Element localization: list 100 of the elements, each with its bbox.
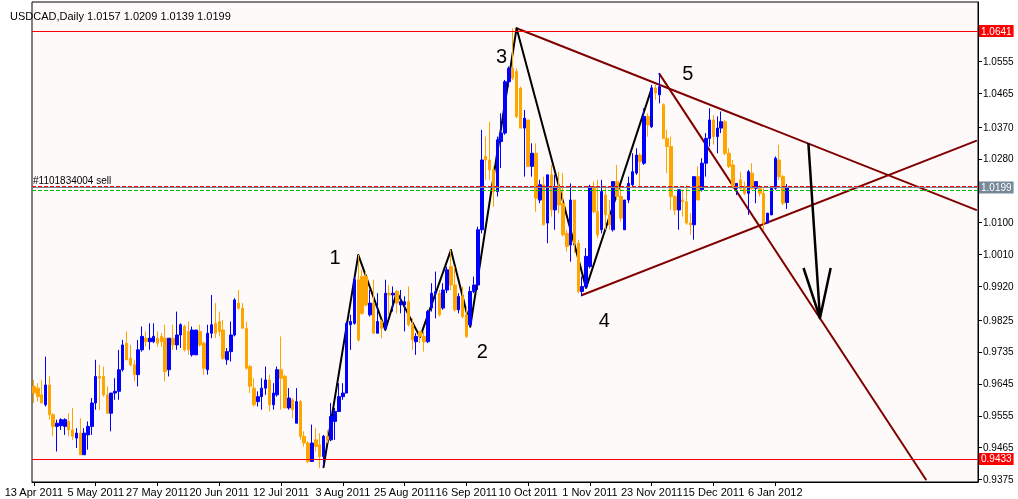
candlestick [44, 356, 47, 408]
candlestick [357, 254, 360, 343]
candlestick [55, 419, 59, 453]
candlestick [214, 302, 217, 339]
candlestick [434, 271, 437, 319]
line-series [322, 27, 653, 469]
candlestick [148, 322, 152, 351]
candlestick [187, 321, 190, 356]
y-tick-label: 0.9465 [983, 442, 1015, 454]
candlestick [183, 324, 186, 353]
candlestick [438, 289, 441, 318]
candlestick [329, 402, 333, 442]
candlestick [526, 119, 530, 167]
x-tick-label: 13 Apr 2011 [4, 485, 64, 498]
candlestick [553, 174, 557, 231]
candlestick [322, 434, 325, 467]
x-tick-label: 1 Nov 2011 [562, 485, 618, 498]
candlestick [175, 311, 179, 351]
candlestick [71, 407, 74, 441]
candlestick [638, 152, 642, 189]
annotation: 4 [598, 309, 610, 331]
y-tick-label: 0.9375 [983, 474, 1015, 486]
x-tick-label: 15 Dec 2011 [682, 485, 745, 498]
candlestick [611, 181, 615, 233]
x-tick-label: 27 May 2011 [126, 485, 189, 498]
candlestick [190, 325, 194, 358]
candlestick [523, 109, 526, 178]
annotation: 3 [496, 45, 508, 67]
x-tick-label: 5 May 2011 [67, 485, 125, 498]
ref-line-label: 0.9433 [981, 453, 1013, 465]
y-tick-label: 0.9645 [983, 378, 1015, 390]
candlestick [747, 169, 750, 216]
x-tick-label: 6 Jan 2012 [748, 485, 803, 498]
candlestick [596, 179, 599, 239]
y-tick-label: 0.9555 [983, 410, 1015, 422]
candlestick [36, 382, 40, 403]
x-tick-label: 25 Aug 2011 [374, 485, 436, 498]
candlestick [287, 387, 291, 411]
candlestick [376, 292, 379, 334]
ref-line-label: 1.0199 [981, 182, 1013, 194]
y-tick-label: 1.0465 [983, 87, 1015, 99]
y-tick-label: 0.9920 [983, 280, 1015, 292]
candlestick [600, 179, 603, 234]
candlestick [167, 337, 171, 377]
annotation: 5 [682, 62, 694, 84]
candlestick [268, 374, 271, 413]
x-tick-label: 3 Aug 2011 [315, 485, 371, 498]
candlestick [546, 174, 549, 244]
x-tick-label: 10 Oct 2011 [498, 485, 558, 498]
candlestick [712, 114, 715, 146]
y-tick-label: 0.9825 [983, 314, 1015, 326]
ref-line-label: #1101834004 sell [33, 174, 112, 186]
candlestick [395, 289, 399, 314]
candlestick [75, 427, 78, 449]
candlestick [194, 329, 198, 356]
candlestick [63, 417, 67, 436]
candlestick [550, 164, 553, 218]
candlestick [380, 319, 383, 339]
candlestick [40, 379, 43, 404]
candlestick [658, 72, 661, 104]
candlestick [295, 387, 298, 424]
candlestick [785, 183, 789, 210]
candlestick [372, 279, 375, 334]
y-tick-label: 1.0370 [983, 121, 1015, 133]
candlestick [326, 429, 329, 444]
candlestick [368, 289, 372, 318]
candlestick [604, 186, 607, 231]
candlestick [79, 417, 82, 456]
candlestick [646, 112, 650, 138]
candlestick [98, 364, 101, 411]
y-tick-label: 1.0555 [983, 56, 1015, 68]
candlestick [650, 84, 653, 129]
y-tick-label: 0.9735 [983, 346, 1015, 358]
candlestick [692, 176, 696, 241]
candlestick [530, 142, 534, 178]
candlestick [144, 330, 148, 348]
y-tick-label: 1.0010 [983, 249, 1015, 261]
y-tick-label: 1.0100 [983, 217, 1015, 229]
candlestick [32, 379, 36, 404]
candlestick [391, 285, 395, 313]
candlestick [414, 332, 418, 356]
candlestick [457, 292, 460, 314]
candlestick [387, 284, 391, 316]
candlestick [163, 324, 167, 382]
ref-line-label: 1.0641 [981, 25, 1013, 37]
candlestick [422, 330, 426, 353]
candlestick [279, 335, 283, 411]
candlestick [716, 115, 719, 154]
candlestick [677, 189, 681, 231]
annotation: 1 [329, 246, 341, 268]
candlestick [156, 330, 159, 348]
x-tick-label: 20 Jun 2011 [189, 485, 250, 498]
candlestick [310, 424, 314, 462]
candlestick [762, 187, 765, 231]
candlestick [534, 142, 538, 213]
x-tick-label: 23 Nov 2011 [620, 485, 683, 498]
candlestick [750, 162, 754, 191]
candlestick [542, 176, 545, 226]
text: USDCAD,Daily 1.0157 1.0209 1.0139 1.0199 [10, 9, 231, 22]
candlestick [318, 432, 321, 469]
